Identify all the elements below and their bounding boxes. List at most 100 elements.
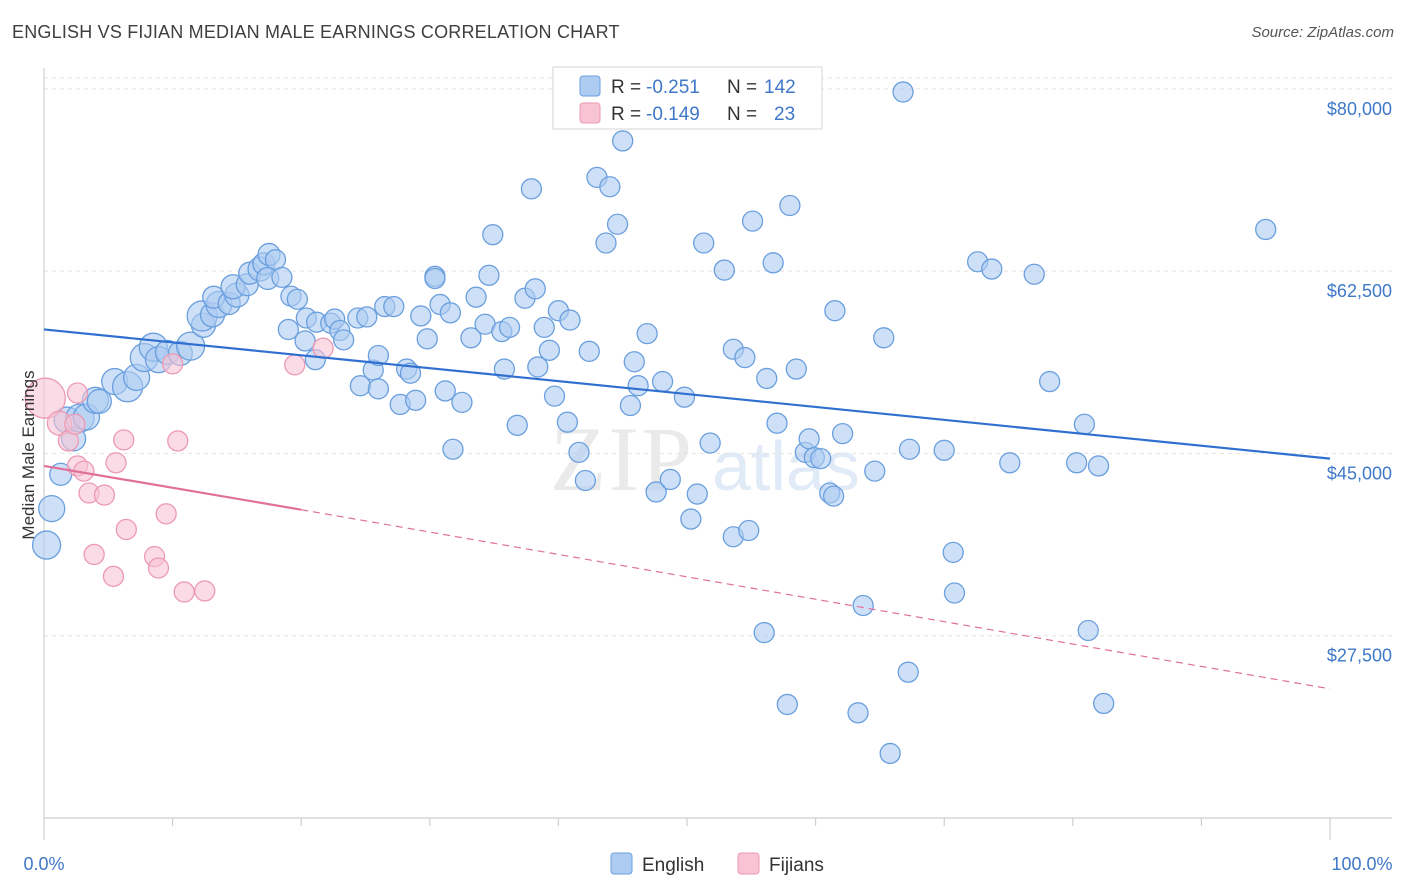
english-point	[873, 327, 895, 349]
fijian-n-value: 23	[774, 104, 795, 125]
english-point	[538, 339, 561, 361]
english-point	[619, 394, 642, 417]
english-n-label: N =	[727, 77, 757, 98]
x-tick-label-min: 0.0%	[23, 854, 64, 874]
english-point	[612, 130, 634, 152]
english-point	[294, 330, 316, 352]
fijian-point	[66, 382, 89, 404]
english-point	[399, 362, 422, 384]
fijian-series	[24, 337, 334, 603]
y-tick-label: $45,000	[1327, 463, 1392, 483]
english-point	[606, 213, 629, 235]
english-point	[1077, 619, 1099, 642]
english-point	[933, 439, 955, 461]
english-point	[405, 389, 427, 411]
english-point	[779, 194, 801, 217]
english-point	[460, 327, 482, 349]
english-point	[693, 232, 715, 254]
english-point	[999, 452, 1021, 474]
english-point	[741, 210, 764, 232]
english-point	[556, 411, 579, 433]
english-point	[595, 232, 617, 254]
english-point	[831, 422, 854, 445]
english-point	[493, 358, 516, 380]
english-point	[738, 519, 760, 542]
fijian-point	[83, 543, 105, 566]
english-series	[31, 81, 1277, 765]
english-point	[277, 318, 299, 341]
english-point	[332, 329, 355, 351]
english-point	[86, 388, 112, 414]
fijian-point	[102, 565, 125, 587]
english-point	[897, 661, 919, 683]
english-point	[898, 438, 921, 460]
english-point	[264, 249, 287, 271]
fijian-point	[194, 580, 216, 602]
english-point	[578, 340, 600, 362]
english-point	[686, 483, 708, 505]
fijian-r-value: -0.149	[646, 104, 700, 125]
english-legend-swatch	[579, 75, 601, 97]
english-point	[482, 224, 504, 246]
english-point	[498, 316, 521, 339]
english-point	[451, 391, 473, 414]
english-point	[286, 288, 308, 310]
stats-legend: R = -0.251 N = 142 R = -0.149 N = 23	[552, 66, 823, 130]
english-point	[599, 176, 621, 198]
english-point	[798, 428, 820, 450]
english-point	[524, 278, 546, 300]
bottom-legend-english: English	[642, 855, 704, 876]
english-point	[847, 702, 869, 724]
english-point	[465, 286, 487, 308]
english-point	[1066, 452, 1088, 474]
english-point	[852, 594, 874, 617]
english-point	[416, 328, 438, 350]
fijian-r-label: R =	[611, 104, 641, 125]
bottom-legend-fijian-swatch	[737, 852, 760, 875]
y-axis-label: Median Male Earnings	[19, 370, 38, 539]
fijian-point	[167, 430, 189, 452]
english-point	[659, 468, 681, 491]
english-point	[1255, 218, 1277, 241]
source-label: Source: ZipAtlas.com	[1251, 24, 1394, 41]
english-point	[383, 295, 405, 318]
x-axis-ticks	[43, 818, 1331, 840]
english-point	[651, 370, 674, 393]
english-point	[680, 508, 702, 530]
english-point	[892, 81, 914, 103]
y-tick-label: $62,500	[1327, 281, 1392, 301]
english-point	[478, 264, 500, 286]
english-point	[568, 441, 590, 464]
english-point	[864, 460, 886, 482]
english-point	[981, 258, 1003, 280]
english-r-value: -0.251	[646, 77, 700, 98]
english-point	[713, 259, 735, 281]
english-trend-line	[43, 328, 1331, 460]
english-point	[753, 621, 775, 644]
english-point	[766, 412, 788, 434]
english-point	[527, 356, 549, 378]
english-point	[520, 178, 543, 200]
english-point	[785, 358, 807, 380]
fijian-point	[161, 353, 184, 375]
fijian-point	[105, 452, 127, 474]
grid-lines	[44, 77, 1392, 637]
english-point	[442, 438, 464, 460]
english-point	[776, 693, 798, 716]
fijian-point	[64, 413, 86, 435]
bottom-legend-english-swatch	[610, 852, 633, 875]
english-point	[734, 346, 756, 369]
y-tick-label: $80,000	[1327, 99, 1392, 119]
english-point	[1073, 413, 1096, 435]
english-point	[699, 432, 721, 454]
fijian-n-label: N =	[727, 104, 757, 125]
english-point	[439, 302, 462, 324]
english-n-value: 142	[764, 77, 796, 98]
english-point	[1087, 455, 1110, 477]
fijian-point	[155, 503, 177, 525]
fijian-point	[24, 377, 66, 419]
english-point	[356, 306, 378, 328]
english-r-label: R =	[611, 77, 641, 98]
english-point	[559, 309, 581, 331]
english-point	[942, 541, 964, 564]
